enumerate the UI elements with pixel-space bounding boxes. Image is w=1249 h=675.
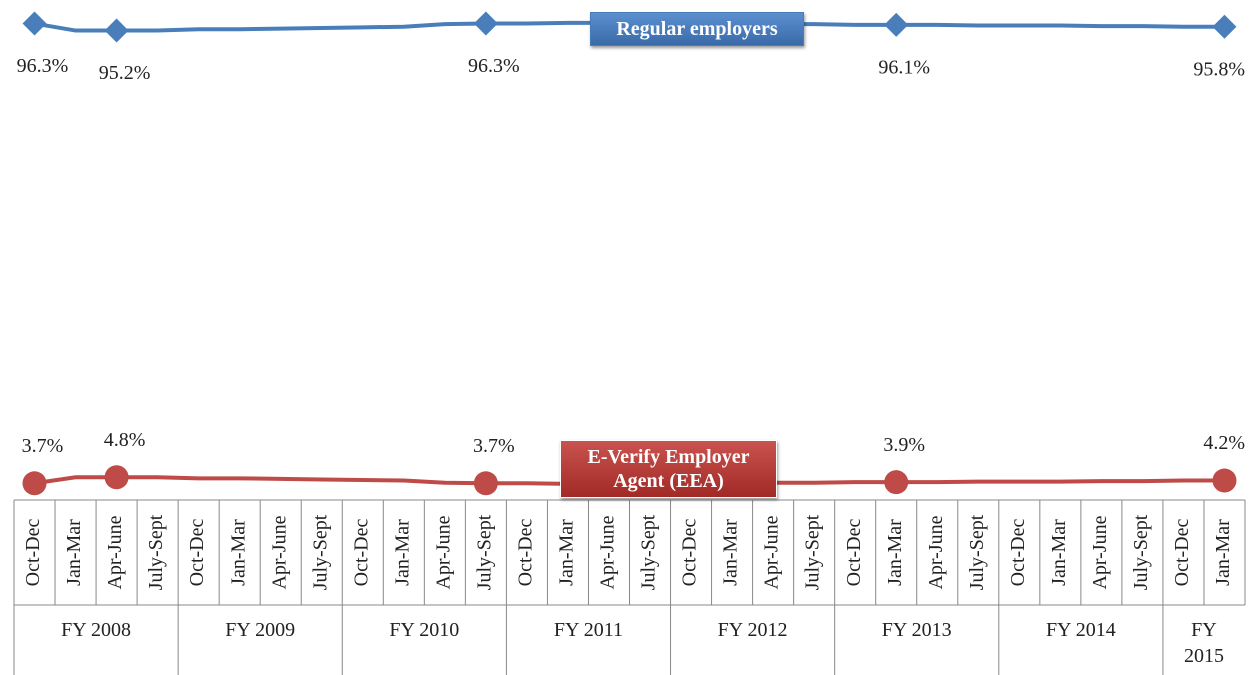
x-tick-label: July-Sept <box>309 514 331 590</box>
data-label: 95.2% <box>99 62 151 84</box>
x-tick-label: Jan-Mar <box>1212 519 1234 586</box>
group-label: FY 2015 <box>1183 619 1224 667</box>
data-label: 96.1% <box>878 56 930 78</box>
x-tick-label: Apr-June <box>597 515 619 589</box>
x-tick-label: Apr-June <box>432 515 454 589</box>
x-tick-label: Oct-Dec <box>1171 519 1193 587</box>
x-tick-label: Apr-June <box>925 515 947 589</box>
group-label: FY 2013 <box>881 619 952 641</box>
x-tick-label: Jan-Mar <box>1048 519 1070 586</box>
group-label: FY 2011 <box>553 619 623 641</box>
x-tick-label: Oct-Dec <box>22 519 44 587</box>
data-label: 4.8% <box>104 429 146 451</box>
group-label: FY 2014 <box>1045 619 1116 641</box>
marker <box>1212 468 1237 493</box>
marker <box>22 11 47 36</box>
x-tick-label: Jan-Mar <box>227 519 249 586</box>
x-tick-label: Jan-Mar <box>884 519 906 586</box>
x-tick-label: July-Sept <box>473 514 495 590</box>
x-tick-label: July-Sept <box>145 514 167 590</box>
data-label: 3.9% <box>883 434 925 456</box>
data-label: 3.7% <box>22 435 64 457</box>
marker <box>473 471 498 496</box>
x-tick-label: Jan-Mar <box>720 519 742 586</box>
x-tick-label: Oct-Dec <box>679 519 701 587</box>
data-label: 95.8% <box>1193 58 1245 80</box>
group-label: FY 2012 <box>717 619 788 641</box>
x-tick-label: Oct-Dec <box>186 519 208 587</box>
x-tick-label: Apr-June <box>104 515 126 589</box>
marker <box>1212 14 1237 39</box>
legend-label: Regular employers <box>590 12 804 46</box>
x-tick-label: Apr-June <box>761 515 783 589</box>
data-label: 3.7% <box>473 435 515 457</box>
marker <box>22 471 47 496</box>
x-tick-label: Jan-Mar <box>391 519 413 586</box>
data-label: 96.3% <box>468 55 520 77</box>
x-tick-label: Oct-Dec <box>515 519 537 587</box>
x-tick-label: Oct-Dec <box>1007 519 1029 587</box>
data-label: 4.2% <box>1203 432 1245 454</box>
marker <box>884 470 909 495</box>
marker <box>104 18 129 43</box>
data-label: 96.3% <box>17 55 69 77</box>
group-label: FY 2008 <box>61 619 131 641</box>
x-tick-label: July-Sept <box>1130 514 1152 590</box>
x-tick-label: July-Sept <box>802 514 824 590</box>
marker <box>473 11 498 36</box>
x-tick-label: July-Sept <box>966 514 988 590</box>
x-tick-label: Jan-Mar <box>63 519 85 586</box>
x-tick-label: Oct-Dec <box>350 519 372 587</box>
legend-label: E-Verify Employer Agent (EEA) <box>560 440 777 498</box>
group-label: FY 2010 <box>389 619 460 641</box>
x-tick-label: Apr-June <box>268 515 290 589</box>
x-tick-label: Jan-Mar <box>556 519 578 586</box>
x-tick-label: Apr-June <box>1089 515 1111 589</box>
marker <box>104 465 129 490</box>
x-tick-label: July-Sept <box>638 514 660 590</box>
x-tick-label: Oct-Dec <box>843 519 865 587</box>
group-label: FY 2009 <box>225 619 296 641</box>
marker <box>884 12 909 37</box>
